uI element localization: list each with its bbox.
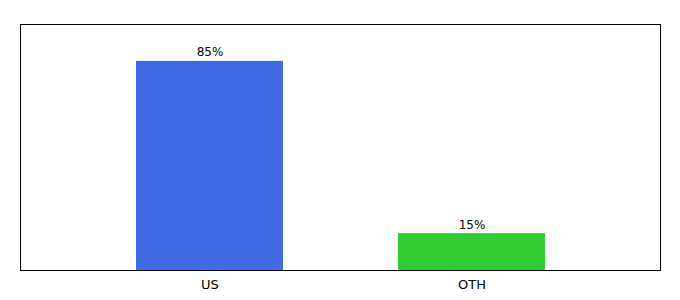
svg-text:85%: 85% <box>197 45 224 59</box>
svg-text:OTH: OTH <box>458 277 486 292</box>
svg-text:US: US <box>201 277 219 292</box>
svg-text:15%: 15% <box>459 218 486 232</box>
